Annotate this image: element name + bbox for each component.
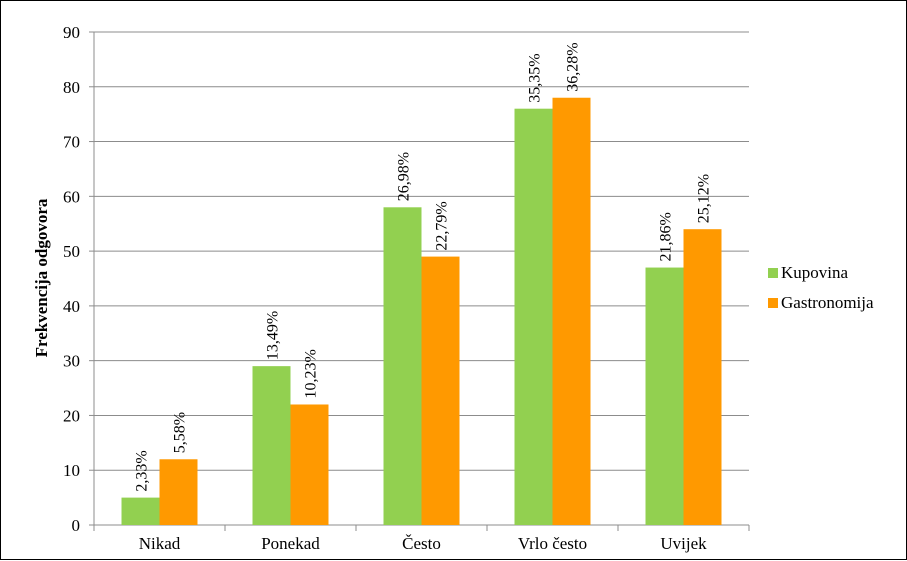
y-tick-label: 60 [63,187,80,206]
data-label: 13,49% [265,311,282,360]
y-tick-label: 0 [72,516,81,535]
legend-swatch-gastronomija [768,298,778,308]
data-label: 25,12% [696,174,713,223]
y-tick-label: 80 [63,78,80,97]
data-label: 10,23% [303,349,320,398]
bar-gastronomija [421,256,460,525]
y-tick-label: 20 [63,406,80,425]
bar-kupovina [383,207,422,526]
bars [121,97,722,526]
data-label: 26,98% [396,152,413,201]
data-labels: 2,33% 5,58% 13,49% 10,23% 26,98% 22,79% 35,35%… [134,42,713,491]
y-tick-label: 30 [63,352,80,371]
data-label: 5,58% [172,412,189,453]
y-tick-label: 50 [63,242,80,261]
bar-gastronomija [159,459,198,525]
y-tick-label: 90 [63,23,80,42]
x-category-label: Vrlo često [518,534,587,553]
legend-label: Kupovina [781,263,849,282]
y-tick-label: 10 [63,461,80,480]
bar-kupovina [645,267,684,525]
legend: Kupovina Gastronomija [768,263,874,312]
bar-gastronomija [552,97,591,525]
data-label: 22,79% [434,201,451,250]
bar-gastronomija [683,229,722,525]
bar-kupovina [121,497,160,525]
data-label: 21,86% [658,212,675,261]
bar-gastronomija [290,404,329,525]
data-label: 2,33% [134,450,151,491]
y-axis-title: Frekvencija odgovora [32,198,51,357]
x-category-label: Nikad [139,534,181,553]
bar-kupovina [514,108,553,525]
bar-kupovina [252,366,291,525]
axes: 0 10 20 30 40 50 60 70 80 90 Nikad Ponekad Često Vrlo… [63,23,750,553]
x-category-label: Često [402,534,441,553]
data-label: 36,28% [565,42,582,91]
x-category-label: Ponekad [261,534,320,553]
x-category-label: Uvijek [660,534,707,553]
legend-swatch-kupovina [768,268,778,278]
legend-label: Gastronomija [781,293,874,312]
data-label: 35,35% [527,53,544,102]
y-tick-label: 70 [63,133,80,152]
y-tick-label: 40 [63,297,80,316]
